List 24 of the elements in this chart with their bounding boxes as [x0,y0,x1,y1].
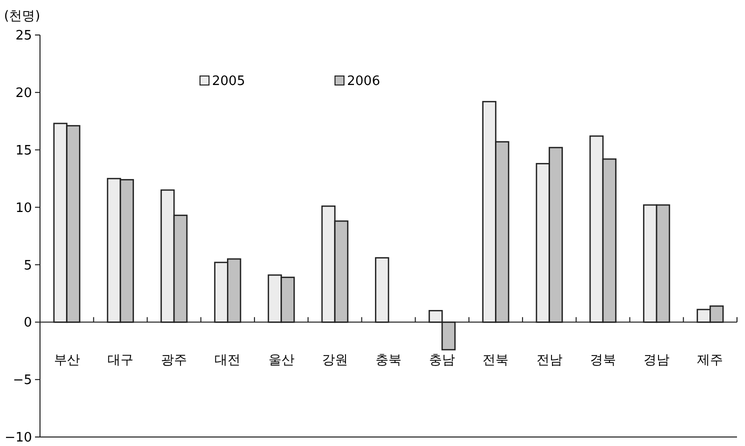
x-tick-label: 부산 [54,353,80,368]
x-tick-label: 충북 [376,353,402,368]
y-tick-label: 20 [15,86,32,101]
x-tick-label: 울산 [268,353,294,368]
y-tick-label: 0 [24,316,32,331]
y-tick-label: −5 [12,373,32,388]
y-tick-label: 5 [24,258,32,274]
x-tick-label: 광주 [161,353,188,368]
y-tick-label: 10 [15,200,32,216]
x-tick-label: 대구 [107,353,134,368]
x-tick-label: 충남 [429,353,456,368]
y-tick-label: 25 [15,28,32,44]
y-axis-title: (천명) [4,9,40,24]
x-tick-label: 전북 [482,353,509,368]
legend-label: 2006 [347,74,380,89]
x-tick-label: 경북 [590,353,616,368]
y-tick-label: −10 [4,430,32,446]
legend-label: 2005 [212,74,246,89]
y-tick-label: 15 [15,143,32,158]
x-tick-label: 경남 [644,353,670,368]
x-tick-label: 제주 [697,353,724,368]
x-tick-label: 전남 [536,353,562,368]
x-tick-label: 대전 [214,353,241,368]
x-tick-label: 강원 [322,353,348,368]
